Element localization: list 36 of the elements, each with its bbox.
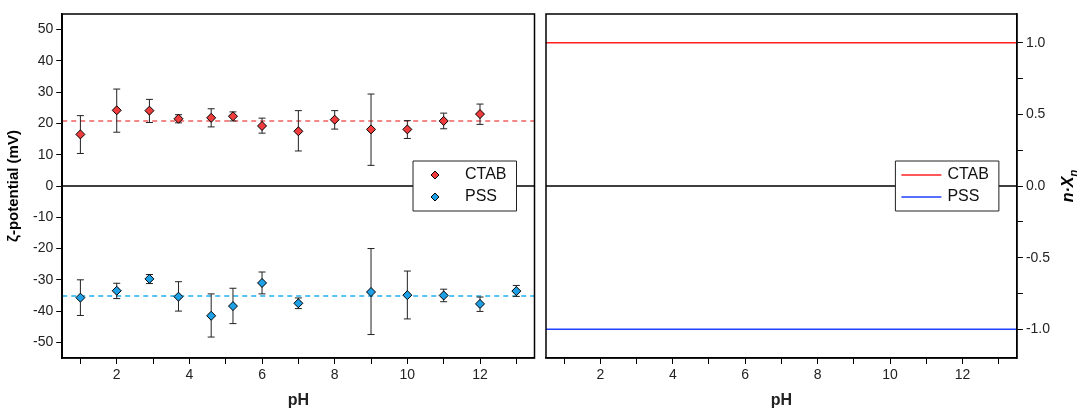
- x-tick-label: 2: [112, 366, 121, 383]
- y-tick-label: 0: [45, 176, 54, 193]
- y-tick-label: 10: [37, 145, 54, 162]
- y2-tick-label: 0.0: [1025, 176, 1046, 193]
- x-tick-label: 12: [954, 366, 971, 383]
- y-tick-label: -20: [33, 239, 54, 256]
- x-tick-label: 12: [472, 366, 488, 383]
- y2-tick-label: -0.5: [1025, 248, 1051, 265]
- y-tick-label: -50: [33, 333, 54, 350]
- x-tick-label: 6: [741, 366, 750, 383]
- x-tick-label: 4: [185, 366, 194, 383]
- x-axis-title: pH: [287, 390, 310, 408]
- y-tick-label: 40: [37, 51, 54, 68]
- x-tick-label: 10: [399, 366, 416, 383]
- x-tick-label: 2: [596, 366, 605, 383]
- legend-label: PSS: [947, 187, 980, 205]
- legend-label: CTAB: [947, 165, 989, 183]
- y-tick-label: -10: [33, 208, 54, 225]
- y2-tick-label: 1.0: [1025, 33, 1046, 50]
- x-tick-label: 4: [668, 366, 677, 383]
- y-tick-label: -30: [33, 270, 54, 287]
- x-axis-title: pH: [770, 390, 793, 408]
- y-tick-label: 20: [37, 114, 54, 131]
- y-tick-label: 30: [37, 83, 54, 100]
- x-tick-label: 6: [258, 366, 267, 383]
- y2-tick-label: 0.5: [1025, 105, 1046, 122]
- legend-label: CTAB: [465, 165, 507, 183]
- x-tick-label: 10: [882, 366, 899, 383]
- y-tick-label: 50: [37, 20, 54, 37]
- y-axis-title: ζ-potential (mV): [4, 130, 22, 242]
- y2-tick-label: -1.0: [1025, 320, 1051, 337]
- x-tick-label: 8: [330, 366, 339, 383]
- legend-label: PSS: [465, 187, 498, 205]
- y2-axis-title: n·Xn: [1059, 169, 1079, 203]
- x-tick-label: 8: [813, 366, 822, 383]
- y-tick-label: -40: [33, 301, 54, 318]
